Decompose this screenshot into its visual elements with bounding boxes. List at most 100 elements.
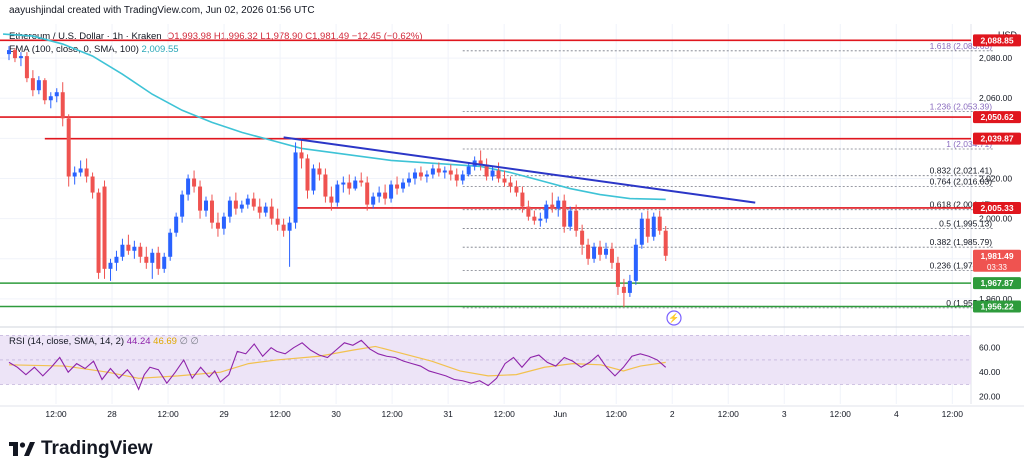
candle-down (436, 168, 441, 173)
time-tick: 12:00 (381, 409, 403, 419)
fib-label: 0.382 (1,985.79) (930, 237, 993, 247)
rsi-extra: ∅ ∅ (179, 336, 199, 347)
candle-up (108, 262, 113, 269)
rsi-line (8, 339, 667, 391)
candle-down (126, 244, 131, 251)
tradingview-logo-icon (9, 442, 35, 456)
fib-label: 0.832 (2,021.41) (930, 166, 993, 176)
candle-up (36, 80, 41, 91)
candle-up (538, 218, 543, 221)
time-tick: 12:00 (494, 409, 516, 419)
candle-up (174, 216, 179, 233)
candle-up (18, 56, 23, 59)
candle-down (532, 216, 537, 221)
candle-up (293, 152, 298, 223)
time-tick: 3 (782, 409, 787, 419)
candle-up (180, 194, 185, 217)
ema-layer (2, 33, 666, 201)
candle-up (544, 204, 549, 219)
candle-down (257, 206, 262, 213)
price-tick: 2,020.00 (979, 174, 1012, 184)
candle-down (478, 160, 483, 165)
candle-up (227, 200, 232, 217)
candle-down (323, 174, 328, 197)
fib-label: 0.618 (2,004.47) (930, 200, 993, 210)
rsi-tick: 20.00 (979, 392, 1001, 402)
candle-up (466, 166, 471, 175)
candle-up (120, 244, 125, 257)
candle-down (215, 222, 220, 229)
candle-down (586, 244, 591, 259)
price-tick: 2,080.00 (979, 53, 1012, 63)
candle-up (168, 232, 173, 257)
candle-down (251, 198, 256, 207)
candle-down (156, 252, 161, 269)
candle-up (54, 92, 59, 97)
candle-down (275, 218, 280, 225)
candle-up (442, 170, 447, 173)
candle-up (490, 170, 495, 177)
trendline-layer: ⚡ (283, 136, 756, 326)
time-tick: 12:00 (942, 409, 964, 419)
price-tag-resistance-bg (973, 34, 1021, 47)
candle-down (454, 174, 459, 181)
fib-label: 0 (1,955.55) (946, 298, 992, 308)
candle-up (78, 168, 83, 173)
candle-down (281, 224, 286, 231)
candle-down (138, 246, 143, 257)
candle-up (424, 174, 429, 177)
price-tag-resistance: 2,039.87 (980, 134, 1013, 144)
price-tag-support-bg (973, 300, 1021, 313)
candle-up (186, 178, 191, 195)
brand-name: TradingView (41, 438, 153, 459)
candle-up (239, 204, 244, 209)
rsi-sma-value: 46.69 (153, 336, 177, 347)
candle-down (598, 246, 603, 255)
candle-up (7, 50, 11, 55)
candle-down (502, 178, 507, 183)
candle-down (657, 216, 662, 231)
price-tag-resistance-bg (973, 111, 1021, 124)
candle-down (12, 50, 17, 59)
candle-up (245, 198, 250, 205)
candle-up (460, 174, 465, 181)
candle-up (633, 244, 638, 281)
candle-down (609, 248, 614, 263)
candle-down (574, 210, 579, 231)
price-tag-resistance-bg (973, 132, 1021, 145)
time-tick: 28 (107, 409, 117, 419)
price-tick: 1,960.00 (979, 294, 1012, 304)
candle-down (484, 164, 489, 177)
rsi-pane: 60.00 40.00 20.00 (0, 335, 1001, 402)
candle-down (663, 230, 668, 256)
candle-down (209, 200, 214, 223)
candle-down (645, 218, 650, 237)
time-tick: 31 (443, 409, 453, 419)
candle-up (221, 216, 226, 229)
fib-label: 1.236 (2,053.39) (930, 102, 993, 112)
ohlc-values: O1,993.98 H1,996.32 L1,978.90 C1,981.49 … (166, 31, 423, 42)
time-tick: 12:00 (606, 409, 628, 419)
candle-up (556, 200, 561, 209)
candle-down (192, 178, 197, 187)
candle-down (269, 206, 274, 219)
fib-label: 0.764 (2,016.03) (930, 176, 993, 186)
candle-down (102, 186, 107, 269)
price-tag-support-bg (973, 277, 1021, 290)
candle-down (317, 168, 322, 175)
candle-up (341, 182, 346, 185)
ema-line (2, 33, 666, 201)
current-price-tag-bg (973, 249, 1021, 272)
price-tag-resistance: 2,088.85 (980, 35, 1013, 45)
candle-down (144, 256, 149, 263)
symbol-title: Ethereum / U.S. Dollar · 1h · Kraken (9, 31, 162, 42)
time-tick: 12:00 (830, 409, 852, 419)
rsi-tick: 60.00 (979, 343, 1001, 353)
candle-down (621, 286, 626, 293)
candle-up (114, 256, 119, 263)
lightning-icon (666, 310, 682, 326)
candle-down (526, 206, 531, 217)
current-price-tag-countdown: 03:33 (987, 263, 1008, 272)
time-tick: 12:00 (718, 409, 740, 419)
